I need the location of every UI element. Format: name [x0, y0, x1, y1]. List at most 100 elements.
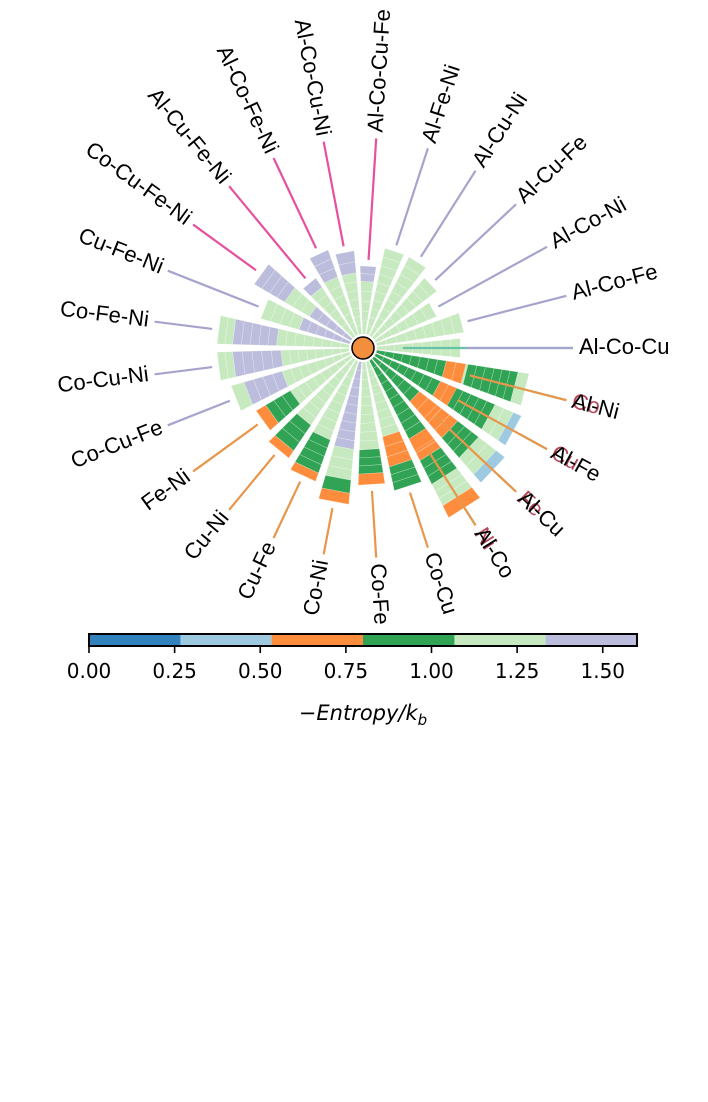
bar-segment: [451, 362, 467, 385]
bar-segment: [314, 348, 325, 360]
bar-segment: [392, 474, 422, 491]
label-line: [469, 374, 567, 402]
bar-segment: [359, 422, 377, 433]
spoke-al-cu-fe-ni: [302, 277, 356, 339]
spoke-label: Al-Cu: [513, 486, 570, 542]
label-line: [167, 399, 231, 427]
spoke-label: Al-Co-Cu: [579, 334, 669, 359]
spoke-co-cu: [365, 360, 422, 491]
bar-segment: [335, 250, 356, 266]
bar-segment: [360, 413, 376, 424]
spoke-label: Al-Ni: [570, 388, 622, 424]
label-line: [437, 245, 548, 308]
bar-segment: [290, 461, 319, 482]
label-line: [154, 365, 213, 376]
bar-segment: [449, 312, 465, 335]
spoke-co-cu-fe: [230, 351, 351, 412]
colorbar-ticks: 0.00 0.25 0.50 0.75 1.00 1.25 1.50: [67, 646, 625, 683]
label-line: [167, 269, 259, 308]
spoke-al-co-cu: [376, 338, 461, 358]
label-line: [467, 294, 567, 323]
center-node: [351, 336, 375, 360]
bar-segment: [382, 247, 405, 263]
bar-segment: [303, 334, 315, 347]
bar-segment: [418, 277, 438, 297]
colorbar: 0.00 0.25 0.50 0.75 1.00 1.25 1.50 −Entropy/kb: [67, 633, 638, 729]
bar-segment: [408, 427, 435, 452]
spoke-label: Al-Cu-Ni: [467, 88, 533, 172]
spoke-label: Al-Fe-Ni: [416, 61, 465, 145]
spoke-label: Al-Cu-Fe: [511, 130, 592, 208]
bar-segment: [330, 340, 341, 348]
spoke-al-co: [368, 358, 435, 452]
bar-segment: [255, 404, 279, 431]
bar-segment: [353, 316, 362, 327]
label-line: [408, 492, 429, 549]
label-line: [367, 138, 378, 261]
spoke-label: Co-Fe-Ni: [59, 296, 151, 332]
bar-segment: [361, 300, 371, 312]
spoke-label: Co-Cu-Ni: [56, 361, 150, 397]
bar-segment: [376, 345, 386, 351]
colorbar-tick-label: 0.75: [324, 659, 369, 683]
bar-segment: [253, 263, 276, 289]
label-line: [192, 223, 257, 272]
spoke-co-cu-ni: [216, 348, 350, 381]
bar-segment: [361, 361, 367, 372]
bar-segment: [359, 430, 379, 442]
spoke-al-co-fe: [375, 312, 465, 347]
spoke-label: Al-Co-Fe: [569, 259, 660, 305]
spoke-co-ni: [318, 361, 363, 505]
spoke-label: Al-Co-Cu-Ni: [290, 17, 337, 138]
spoke-al-co-cu-fe: [359, 265, 377, 335]
colorbar-bin: [454, 634, 546, 646]
colorbar-title-subscript: b: [418, 711, 428, 729]
bar-segment: [309, 249, 332, 268]
colorbar-frame: [88, 633, 638, 647]
spoke-fe-ni: [255, 354, 353, 431]
bar-segment: [323, 348, 334, 358]
bar-segment: [260, 298, 278, 322]
spoke-co-cu-fe-ni: [253, 263, 353, 342]
spoke-al-ni: [375, 349, 467, 385]
bar-segment: [230, 381, 254, 412]
spoke-label: Al-Co-Fe-Ni: [212, 41, 284, 157]
colorbar-bin: [363, 634, 455, 646]
colorbar-tick-label: 1.00: [409, 659, 454, 683]
colorbar-bin: [545, 634, 637, 646]
colorbar-tick-label: 0.50: [238, 659, 283, 683]
colorbar-bins: [89, 634, 637, 646]
spoke-label: Co-Cu: [419, 549, 462, 617]
label-line: [457, 399, 548, 451]
label-line: [272, 157, 318, 249]
bar-segment: [353, 369, 362, 380]
spoke-cu-fe: [290, 359, 359, 482]
label-line: [395, 147, 429, 246]
spokes-layer: [216, 247, 530, 519]
bar-segment: [360, 387, 372, 398]
bar-segment: [420, 302, 437, 321]
center-layer: [351, 336, 375, 360]
spoke-label: Co-Cu-Fe-Ni: [81, 136, 197, 230]
colorbar-tick-label: 0.25: [152, 659, 197, 683]
bar-segment: [361, 378, 370, 389]
colorbar-tick-label: 1.50: [580, 659, 625, 683]
bar-segment: [312, 336, 324, 348]
bar-segment: [331, 348, 342, 356]
spoke-label: Cu-Ni: [179, 505, 234, 564]
label-line: [434, 415, 517, 493]
bar-segment: [360, 280, 375, 293]
colorbar-bin: [271, 634, 363, 646]
bar-segment: [357, 472, 386, 486]
spoke-co-fe: [357, 361, 386, 486]
bar-segment: [359, 439, 380, 451]
label-line: [322, 507, 334, 555]
bar-segment: [216, 315, 229, 345]
spoke-al-cu-fe: [371, 277, 438, 340]
bar-segment: [394, 343, 404, 353]
bar-segment: [416, 397, 438, 419]
bar-segment: [439, 384, 458, 407]
spoke-cu-ni: [268, 357, 356, 459]
colorbar-title-main: −Entropy/k: [299, 701, 419, 725]
